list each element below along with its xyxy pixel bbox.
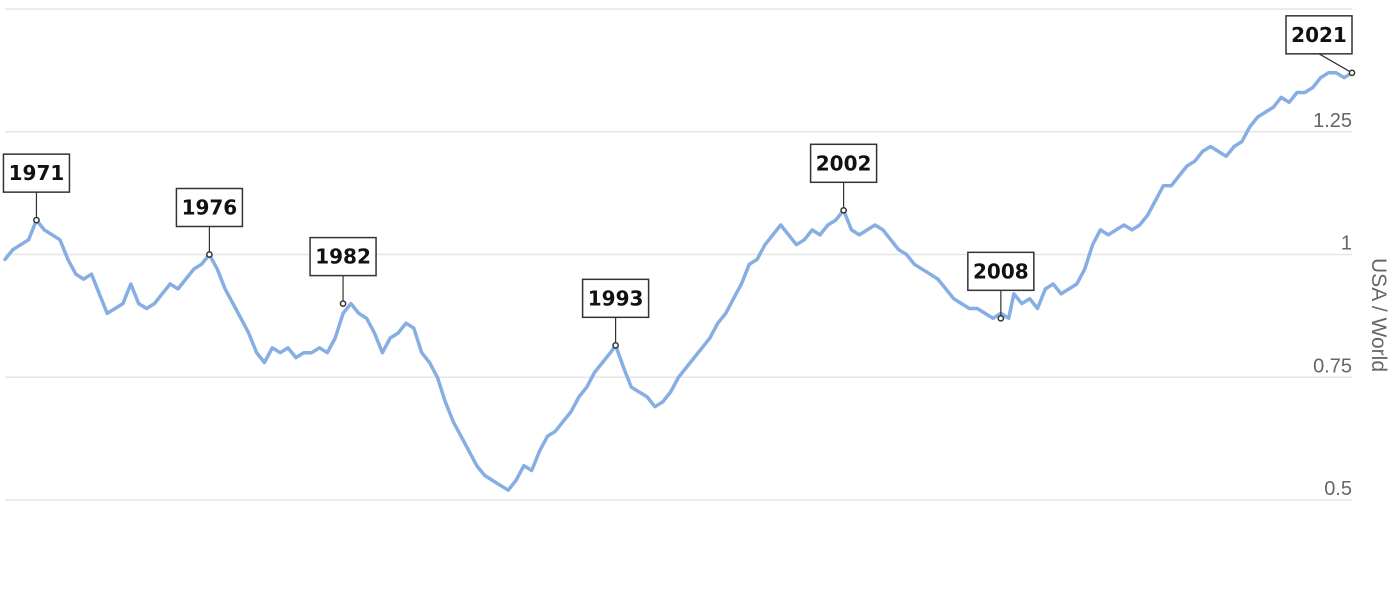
annotation-box [1285,15,1353,55]
annotation-label: 2008 [973,259,1029,283]
annotation-1993: 1993 [581,278,650,349]
annotation-1971: 1971 [2,153,71,224]
y-tick-label-0: 0.5 [1324,478,1352,500]
annotation-1982: 1982 [309,236,377,307]
series-line-0 [3,71,1354,492]
series-group [3,71,1354,492]
annotation-2008: 2008 [967,251,1035,322]
annotation-point [206,251,213,258]
y-tick-label-1: 0.75 [1313,355,1352,377]
annotation-2021: 2021 [1285,15,1356,77]
annotation-box [309,236,377,277]
annotation-label: 1971 [9,161,65,185]
annotation-box [581,278,650,319]
annotation-point [997,314,1005,322]
annotation-point [840,206,847,214]
annotation-point [33,216,40,224]
y-tick-label-3: 1.25 [1313,110,1352,132]
annotation-label: 2002 [816,151,872,175]
annotation-point [339,300,347,307]
annotation-label: 1982 [315,245,371,269]
annotation-box [2,153,71,193]
y-axis-ticks: 0.5 0.75 1 1.25 [1313,110,1352,500]
y-tick-label-2: 1 [1341,233,1352,255]
annotation-label: 1976 [182,196,238,220]
annotation-group: 1971 1976 1982 1993 2002 2008 2021 [2,15,1356,349]
y-axis-title: USA / World [1367,258,1390,372]
gridlines [5,8,1352,501]
annotation-point [612,341,619,349]
annotation-label: 1993 [588,286,644,310]
annotation-box [967,251,1035,292]
annotation-1976: 1976 [175,187,244,258]
annotation-box [809,143,878,184]
annotation-point [1348,69,1356,77]
annotation-label: 2021 [1291,23,1347,47]
annotation-2002: 2002 [809,143,878,214]
annotation-box [175,187,244,228]
annotation-stem [1318,53,1353,74]
